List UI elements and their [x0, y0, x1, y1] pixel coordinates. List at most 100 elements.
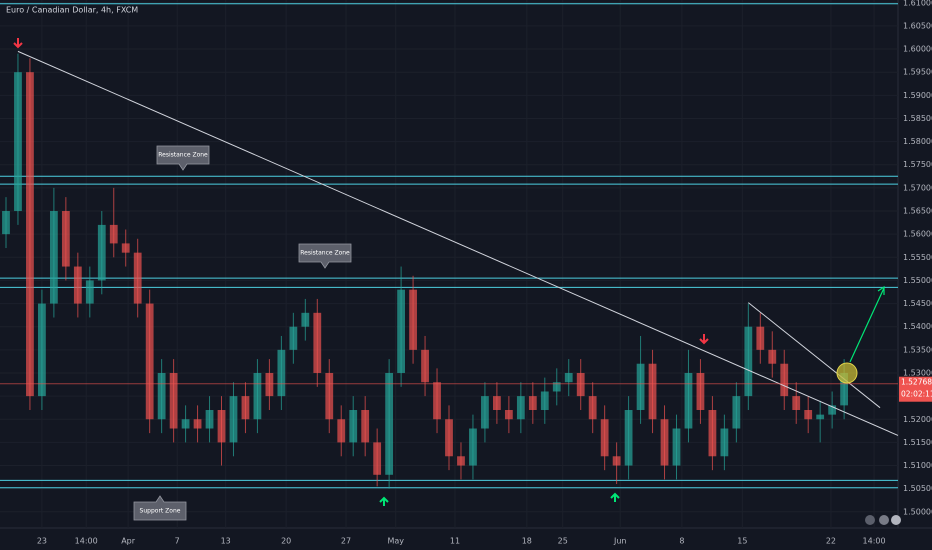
- candle-body: [397, 289, 405, 373]
- callout-text: Support Zone: [140, 508, 181, 515]
- candle-body: [744, 326, 753, 397]
- candle-body: [157, 372, 166, 420]
- x-tick-label: Jun: [613, 537, 627, 546]
- x-tick-label: 22: [826, 537, 836, 546]
- trendline: [17, 50, 899, 436]
- y-tick-label: 1.51000: [903, 461, 932, 470]
- candle-body: [564, 372, 573, 383]
- x-tick-label: 14:00: [863, 537, 886, 546]
- y-tick-label: 1.56000: [903, 230, 932, 239]
- candle-body: [253, 372, 262, 420]
- y-tick-label: 1.57500: [903, 160, 932, 169]
- candle-body: [73, 266, 82, 304]
- callout: Resistance Zone: [156, 145, 210, 171]
- candle-body: [469, 428, 477, 466]
- x-tick-label: May: [387, 537, 404, 546]
- chart-title: Euro / Canadian Dollar, 4h, FXCM: [6, 6, 138, 15]
- y-tick-label: 1.60500: [903, 21, 932, 30]
- candle-body: [708, 409, 717, 457]
- callout-box: [133, 495, 187, 521]
- candle-body: [313, 312, 322, 373]
- candle-body: [636, 363, 645, 410]
- green-arrow: [379, 496, 389, 506]
- candle-body: [325, 372, 334, 420]
- candle-body: [696, 372, 705, 410]
- callout-box: [156, 145, 210, 171]
- candle-body: [409, 289, 417, 350]
- candle-body: [361, 409, 370, 443]
- candle-body: [421, 349, 429, 383]
- candle-body: [133, 252, 142, 304]
- candle-body: [756, 326, 765, 350]
- x-tick-label: 18: [522, 537, 532, 546]
- candle-body: [205, 409, 214, 429]
- candle-body: [684, 372, 693, 429]
- candle-body: [540, 391, 549, 410]
- y-tick-label: 1.52000: [903, 415, 932, 424]
- candle-body: [181, 419, 190, 429]
- candle-body: [229, 396, 238, 443]
- candle-body: [588, 396, 597, 420]
- candle-body: [768, 349, 777, 364]
- candle-body: [217, 409, 226, 443]
- y-tick-label: 1.50500: [903, 484, 932, 493]
- y-tick-label: 1.50000: [903, 507, 932, 516]
- candle-body: [804, 409, 813, 420]
- layer: [0, 50, 899, 436]
- candle-body: [193, 419, 202, 429]
- candle-body: [14, 72, 22, 212]
- candle-body: [337, 419, 346, 443]
- red-arrow: [13, 38, 23, 49]
- y-tick-label: 1.54000: [903, 322, 932, 331]
- x-tick-label: 25: [558, 537, 568, 546]
- candle-body: [816, 414, 825, 420]
- y-tick-label: 1.58000: [903, 137, 932, 146]
- callout: Support Zone: [133, 495, 187, 521]
- candle-body: [85, 280, 94, 304]
- x-tick-label: Apr: [121, 537, 136, 546]
- candle-body: [792, 396, 801, 410]
- candle-body: [624, 409, 633, 466]
- candle-body: [528, 396, 537, 410]
- red-arrow: [699, 334, 709, 345]
- candle-body: [552, 382, 561, 392]
- price-label: 1.52768: [901, 378, 932, 387]
- y-tick-label: 1.57000: [903, 183, 932, 192]
- candle-body: [97, 224, 106, 281]
- y-tick-label: 1.54500: [903, 299, 932, 308]
- candle-body: [576, 372, 585, 397]
- candle-body: [516, 396, 525, 420]
- trendline: [748, 302, 881, 409]
- x-tick-label: 20: [281, 537, 291, 546]
- candle-body: [373, 442, 382, 475]
- candle-body: [720, 428, 729, 457]
- candle-body: [780, 363, 789, 397]
- y-tick-label: 1.58500: [903, 114, 932, 123]
- candle-body: [648, 363, 657, 420]
- candle-body: [61, 211, 70, 267]
- x-tick-label: 15: [737, 537, 747, 546]
- candle-body: [732, 396, 741, 429]
- green-arrow: [610, 492, 620, 502]
- candle-body: [385, 372, 394, 475]
- x-tick-label: 11: [450, 537, 460, 546]
- layer: [2, 53, 849, 489]
- candle-body: [169, 372, 178, 429]
- x-tick-label: 7: [175, 537, 180, 546]
- candle-body: [241, 396, 250, 420]
- candle-body: [445, 419, 453, 457]
- candle-body: [301, 312, 310, 327]
- candle-body: [504, 409, 513, 420]
- x-tick-label: 8: [679, 537, 684, 546]
- y-tick-label: 1.55500: [903, 253, 932, 262]
- candle-body: [600, 419, 609, 457]
- candle-body: [457, 456, 465, 466]
- candle-body: [38, 303, 46, 397]
- y-tick-label: 1.61000: [903, 0, 932, 7]
- y-tick-label: 1.53500: [903, 345, 932, 354]
- countdown: 02:02:11: [901, 390, 932, 399]
- candle-body: [265, 372, 274, 397]
- highlight-circle: [836, 362, 858, 384]
